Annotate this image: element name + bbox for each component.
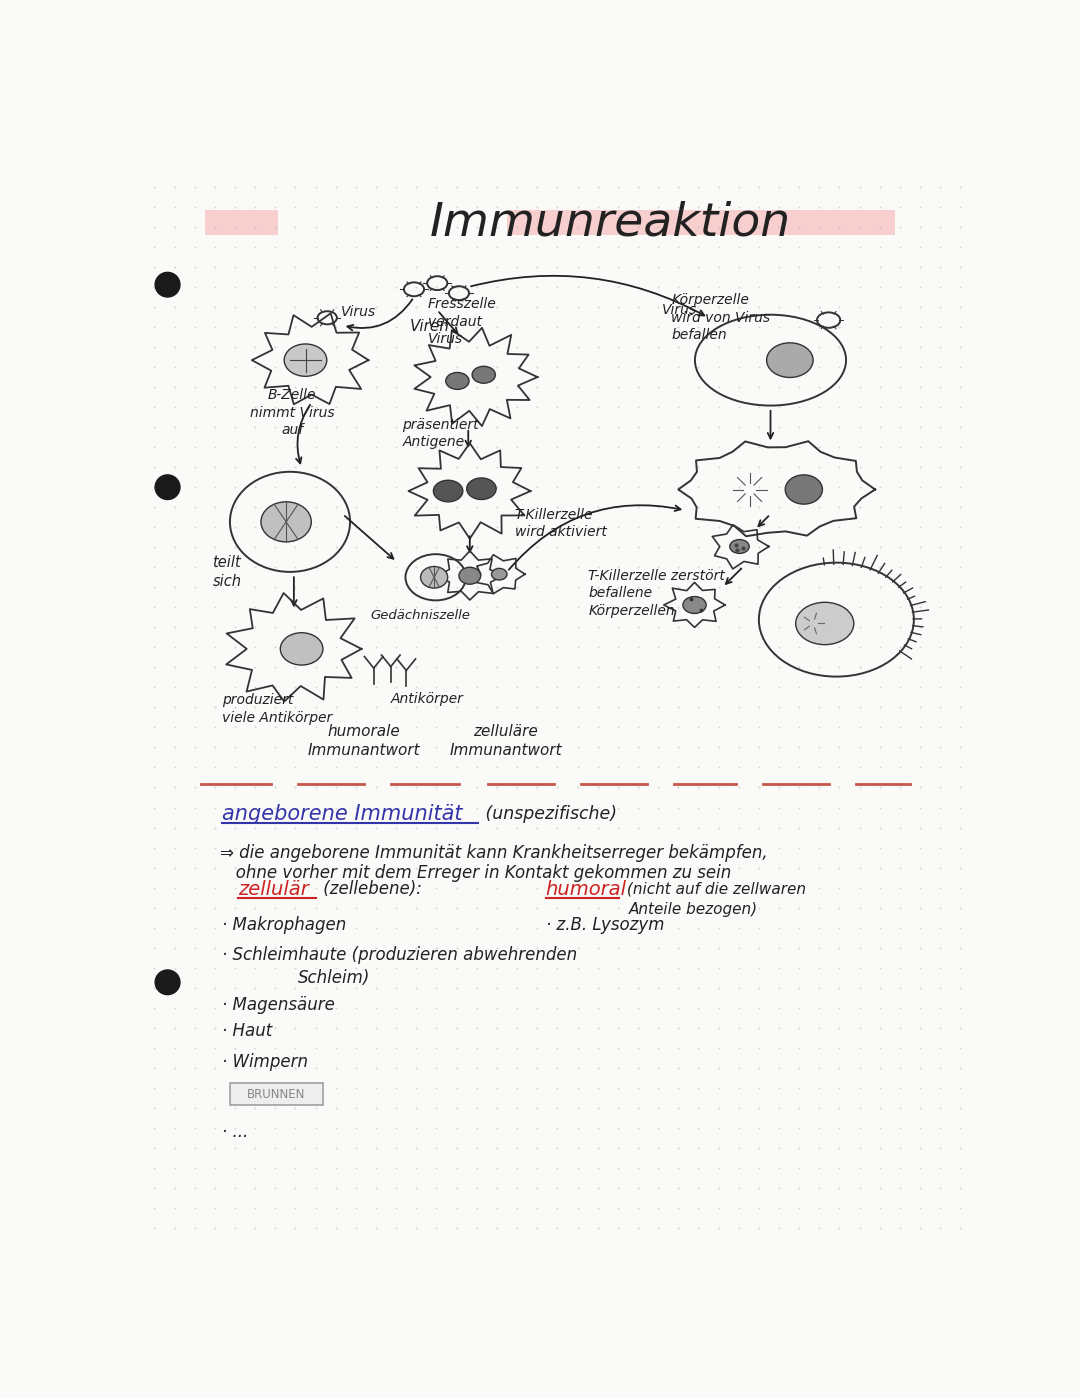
Ellipse shape: [767, 342, 813, 377]
Text: · z.B. Lysozym: · z.B. Lysozym: [545, 915, 664, 933]
Ellipse shape: [281, 633, 323, 665]
Ellipse shape: [446, 373, 469, 390]
Circle shape: [156, 475, 180, 500]
Text: präsentiert
Antigene: präsentiert Antigene: [403, 418, 480, 448]
Ellipse shape: [420, 567, 448, 588]
Ellipse shape: [796, 602, 854, 644]
Text: (zellebene):: (zellebene):: [318, 880, 422, 898]
Text: · Haut: · Haut: [221, 1021, 272, 1039]
Ellipse shape: [284, 344, 327, 376]
FancyBboxPatch shape: [230, 1083, 323, 1105]
Text: humoral: humoral: [545, 880, 626, 898]
Ellipse shape: [467, 478, 496, 500]
Text: BRUNNEN: BRUNNEN: [247, 1088, 306, 1101]
Ellipse shape: [459, 567, 481, 584]
Text: Schleim): Schleim): [298, 970, 370, 988]
Text: Fresszelle
verdaut
Virus: Fresszelle verdaut Virus: [428, 298, 497, 346]
Text: B-Zelle
nimmt Virus
auf: B-Zelle nimmt Virus auf: [249, 388, 335, 437]
Text: produziert
viele Antikörper: produziert viele Antikörper: [221, 693, 332, 725]
Ellipse shape: [491, 569, 507, 580]
Bar: [507, 210, 894, 236]
Text: Virus: Virus: [662, 303, 697, 317]
Ellipse shape: [472, 366, 496, 383]
Text: (nicht auf die zellwaren: (nicht auf die zellwaren: [622, 882, 806, 897]
Ellipse shape: [683, 597, 706, 613]
Text: · ...: · ...: [221, 1123, 248, 1141]
Text: Anteile bezogen): Anteile bezogen): [629, 901, 757, 916]
Ellipse shape: [730, 539, 750, 553]
Text: · Wimpern: · Wimpern: [221, 1052, 308, 1070]
Circle shape: [156, 970, 180, 995]
Text: Körperzelle
wird von Virus
befallen: Körperzelle wird von Virus befallen: [672, 293, 770, 342]
Text: · Makrophagen: · Makrophagen: [221, 915, 346, 933]
Text: Viren: Viren: [409, 319, 449, 334]
Circle shape: [156, 272, 180, 298]
Text: humorale
Immunantwort: humorale Immunantwort: [308, 725, 420, 759]
Bar: [205, 210, 279, 236]
Text: ohne vorher mit dem Erreger in Kontakt gekommen zu sein: ohne vorher mit dem Erreger in Kontakt g…: [220, 863, 731, 882]
Text: Gedächniszelle: Gedächniszelle: [370, 609, 470, 622]
Text: zellulär: zellulär: [238, 880, 309, 898]
Text: · Magensäure: · Magensäure: [221, 996, 335, 1014]
Text: Virus: Virus: [341, 305, 376, 319]
Ellipse shape: [433, 481, 463, 502]
Ellipse shape: [785, 475, 823, 504]
Text: Immunreaktion: Immunreaktion: [430, 201, 791, 246]
Text: zelluläre
Immunantwort: zelluläre Immunantwort: [449, 725, 562, 759]
Text: Antikörper: Antikörper: [391, 692, 463, 705]
Text: (unspezifische): (unspezifische): [480, 806, 617, 823]
Ellipse shape: [261, 502, 311, 542]
Text: T-Killerzelle zerstört
befallene
Körperzellen: T-Killerzelle zerstört befallene Körperz…: [589, 569, 726, 617]
Text: ⇒ die angeborene Immunität kann Krankheitserreger bekämpfen,: ⇒ die angeborene Immunität kann Krankhei…: [220, 844, 768, 862]
Text: T-Killerzelle
wird aktiviert: T-Killerzelle wird aktiviert: [515, 507, 607, 539]
Text: teilt
sich: teilt sich: [213, 555, 242, 588]
Text: angeborene Immunität: angeborene Immunität: [221, 805, 462, 824]
Text: · Schleimhaute (produzieren abwehrenden: · Schleimhaute (produzieren abwehrenden: [221, 946, 577, 964]
